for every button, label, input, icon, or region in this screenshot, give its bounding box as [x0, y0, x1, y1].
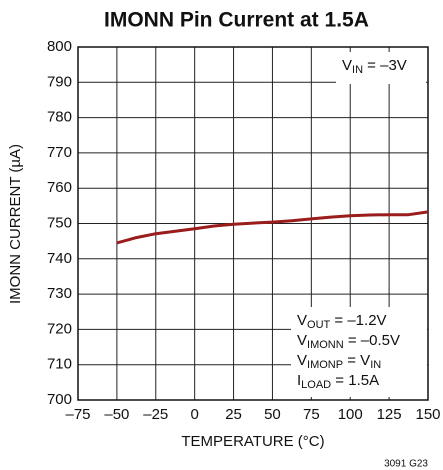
- x-tick-label: 125: [377, 406, 402, 423]
- annotation-box: [336, 52, 426, 84]
- annotation-sub: OUT: [307, 319, 331, 331]
- annotation-sub: IMONP: [307, 359, 343, 371]
- plot-frame: [77, 46, 429, 401]
- annotation-text: I: [297, 372, 301, 389]
- annotation-text: = –1.2V: [330, 312, 386, 329]
- annotation-text: = –0.5V: [344, 332, 400, 349]
- annotation-sub: LOAD: [301, 379, 331, 391]
- x-axis-label: TEMPERATURE (°C): [181, 433, 324, 450]
- y-tick-label: 770: [47, 144, 72, 161]
- x-tick-label: –75: [65, 406, 90, 423]
- annotation-text: = 1.5A: [331, 372, 379, 389]
- annotation-sub: IN: [370, 359, 381, 371]
- y-tick-label: 780: [47, 109, 72, 126]
- y-tick-label: 710: [47, 356, 72, 373]
- annotation: VIMONN = –0.5V: [297, 332, 400, 351]
- x-tick-label: –25: [143, 406, 168, 423]
- x-tick-label: –50: [104, 406, 129, 423]
- x-tick-label: 100: [338, 406, 363, 423]
- x-tick-label: 0: [190, 406, 198, 423]
- y-tick-label: 790: [47, 73, 72, 90]
- y-axis-label: IMONN CURRENT (µA): [7, 144, 24, 304]
- annotation-text: V: [297, 332, 307, 349]
- x-tick-label: 75: [303, 406, 320, 423]
- y-tick-label: 750: [47, 214, 72, 231]
- annotation-sub: IN: [352, 64, 363, 76]
- annotation-sub: IMONN: [307, 339, 344, 351]
- chart-title: IMONN Pin Current at 1.5A: [104, 9, 369, 32]
- annotation-text: = V: [343, 352, 370, 369]
- y-tick-label: 800: [47, 38, 72, 55]
- data-line: [116, 210, 429, 245]
- annotation: VIN = –3V: [342, 57, 407, 76]
- annotation-text: = –3V: [363, 57, 407, 74]
- y-tick-label: 760: [47, 179, 72, 196]
- annotation: VOUT = –1.2V: [297, 312, 387, 331]
- y-tick-label: 730: [47, 285, 72, 302]
- annotation-text: V: [297, 312, 307, 329]
- annotation-text: V: [342, 57, 352, 74]
- y-tick-label: 700: [47, 391, 72, 408]
- annotation: ILOAD = 1.5A: [297, 372, 379, 391]
- annotation-text: V: [297, 352, 307, 369]
- x-tick-label: 150: [415, 406, 440, 423]
- y-tick-label: 720: [47, 320, 72, 337]
- figure-id: 3091 G23: [384, 459, 428, 470]
- y-tick-label: 740: [47, 250, 72, 267]
- annotation: VIMONP = VIN: [297, 352, 381, 371]
- annotation-box: [291, 307, 427, 397]
- x-tick-label: 25: [225, 406, 242, 423]
- x-tick-label: 50: [264, 406, 281, 423]
